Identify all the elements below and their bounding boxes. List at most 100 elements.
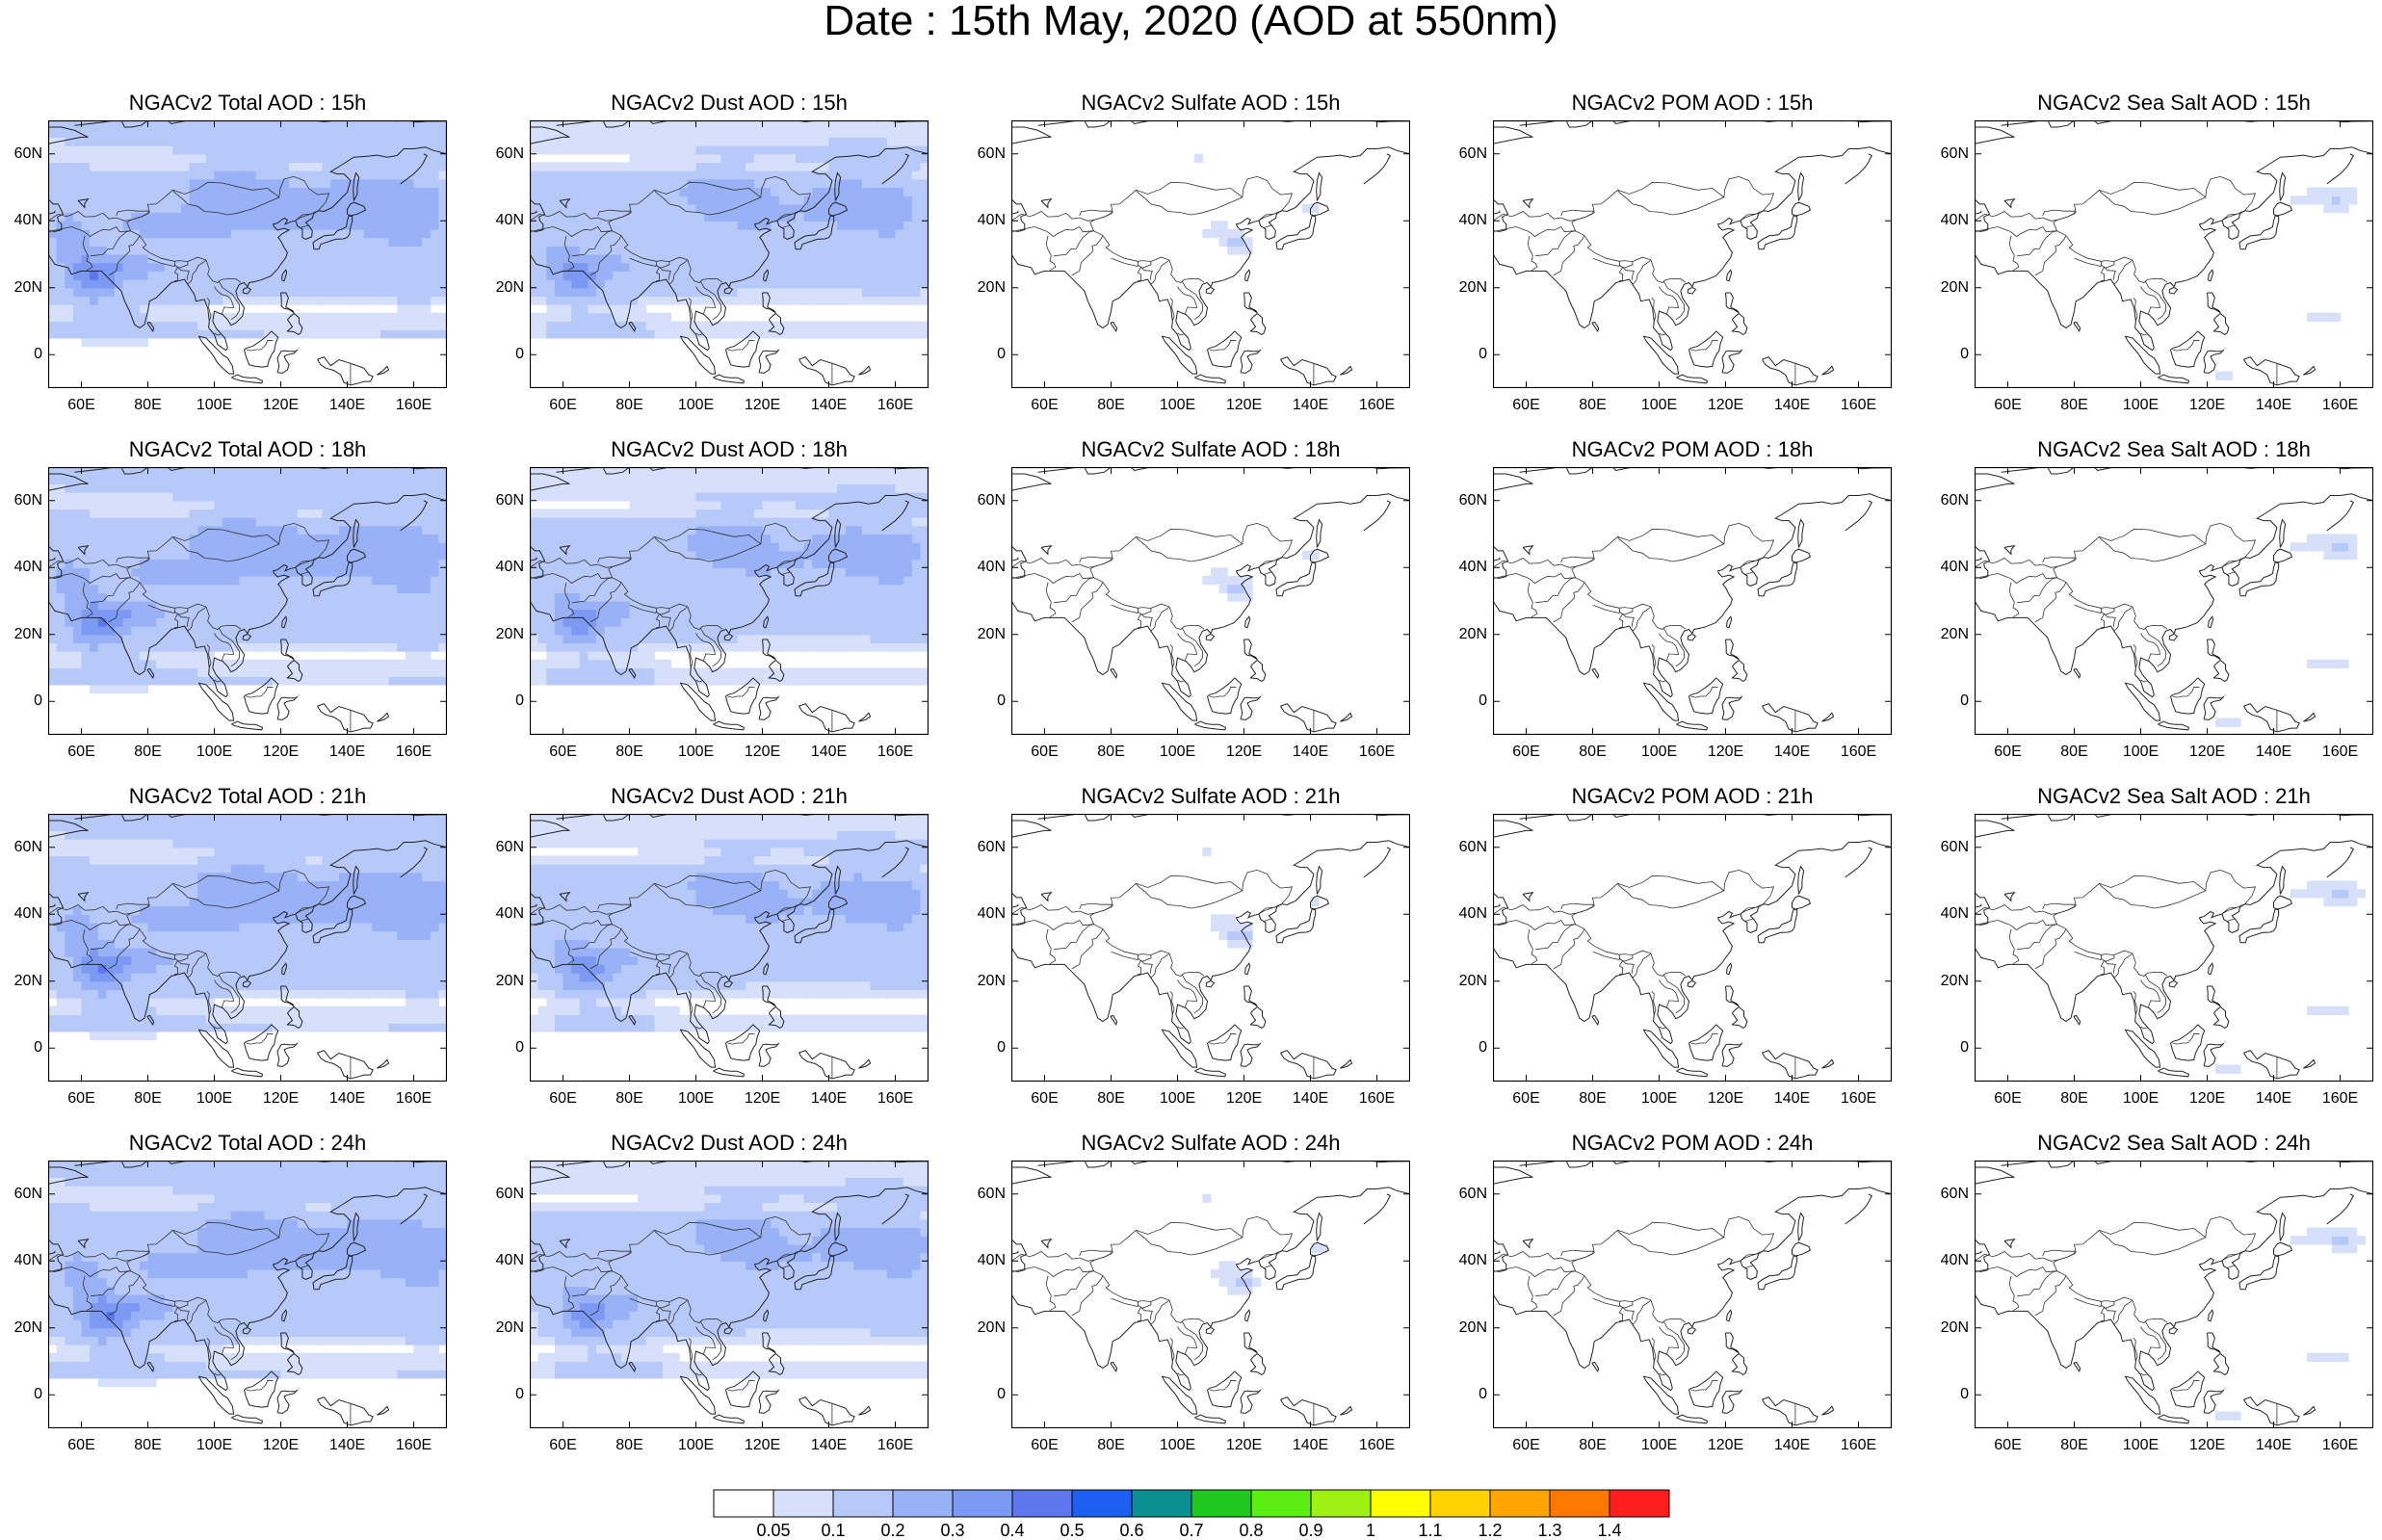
x-tick-label: 80E: [1087, 398, 1136, 413]
colorbar-swatch: [1191, 1490, 1251, 1517]
colorbar-swatch: [714, 1490, 773, 1517]
aod-field: [1202, 848, 1319, 949]
y-tick-label: 20N: [1449, 974, 1487, 989]
x-tick-label: 140E: [805, 1438, 853, 1453]
x-tick-label: 120E: [1220, 398, 1269, 413]
x-tick-label: 80E: [1569, 398, 1617, 413]
y-tick-label: 40N: [1449, 213, 1487, 228]
x-tick-label: 60E: [539, 1091, 588, 1107]
colorbar-label: 0.7: [1167, 1522, 1216, 1539]
x-tick-label: 140E: [324, 744, 372, 760]
colorbar-label: 0.5: [1048, 1522, 1096, 1539]
y-tick-label: 0: [1449, 1387, 1487, 1402]
x-tick-label: 140E: [2250, 398, 2298, 413]
x-tick-label: 140E: [1287, 1091, 1335, 1107]
x-tick-label: 100E: [672, 398, 720, 413]
colorbar-swatch: [1072, 1490, 1132, 1517]
x-tick-label: 160E: [1835, 1091, 1883, 1107]
x-tick-label: 60E: [1021, 1438, 1069, 1453]
x-tick-label: 80E: [606, 1438, 654, 1453]
x-tick-label: 120E: [2184, 398, 2232, 413]
map-panel-pom-21h: [1493, 814, 1892, 1082]
x-tick-label: 120E: [1220, 744, 1269, 760]
x-tick-label: 140E: [1768, 1438, 1817, 1453]
y-tick-label: 0: [485, 347, 524, 362]
colorbar-swatch: [1490, 1490, 1550, 1517]
x-tick-label: 60E: [1984, 1091, 2032, 1107]
map-panel-pom-15h: [1493, 120, 1892, 388]
x-tick-label: 120E: [739, 744, 787, 760]
x-tick-label: 160E: [390, 398, 438, 413]
x-tick-label: 60E: [1503, 1438, 1551, 1453]
x-tick-label: 120E: [257, 398, 305, 413]
colorbar-label: 1.4: [1585, 1522, 1634, 1539]
panel-title: NGACv2 Total AOD : 24h: [45, 1132, 450, 1155]
y-tick-label: 60N: [485, 840, 524, 855]
x-tick-label: 120E: [1220, 1438, 1269, 1453]
x-tick-label: 60E: [1984, 398, 2032, 413]
x-tick-label: 140E: [805, 744, 853, 760]
y-tick-label: 60N: [967, 493, 1006, 509]
y-tick-label: 40N: [967, 560, 1006, 575]
aod-field: [2215, 188, 2357, 380]
x-tick-label: 120E: [1220, 1091, 1269, 1107]
x-tick-label: 80E: [124, 398, 172, 413]
x-tick-label: 160E: [2317, 398, 2365, 413]
x-tick-label: 60E: [1503, 398, 1551, 413]
aod-field: [530, 814, 929, 1032]
x-tick-label: 100E: [2117, 1438, 2165, 1453]
x-tick-label: 120E: [257, 1438, 305, 1453]
x-tick-label: 80E: [2051, 744, 2099, 760]
x-tick-label: 120E: [2184, 744, 2232, 760]
y-tick-label: 60N: [1930, 146, 1969, 162]
map-panel-sulfate-21h: [1011, 814, 1410, 1082]
x-tick-label: 160E: [390, 1438, 438, 1453]
map-panel-dust-24h: [530, 1161, 929, 1428]
panel-title: NGACv2 POM AOD : 21h: [1490, 785, 1895, 808]
map-panel-seasalt-15h: [1975, 120, 2373, 388]
colorbar-label: 0.4: [988, 1522, 1036, 1539]
panel-title: NGACv2 Total AOD : 21h: [45, 785, 450, 808]
y-tick-label: 60N: [4, 146, 42, 162]
y-tick-label: 20N: [485, 1320, 524, 1336]
colorbar-label: 0.9: [1287, 1522, 1335, 1539]
y-tick-label: 0: [1930, 347, 1969, 362]
x-tick-label: 100E: [191, 744, 239, 760]
y-tick-label: 60N: [4, 493, 42, 509]
y-tick-label: 0: [4, 1387, 42, 1402]
panel-title: NGACv2 Total AOD : 18h: [45, 438, 450, 461]
colorbar-swatch: [1430, 1490, 1490, 1517]
x-tick-label: 140E: [1287, 398, 1335, 413]
y-tick-label: 0: [485, 1387, 524, 1402]
colorbar-label: 0.05: [749, 1522, 798, 1539]
x-tick-label: 100E: [191, 1091, 239, 1107]
aod-field: [1194, 154, 1320, 255]
map-panel-total-21h: [48, 814, 447, 1082]
y-tick-label: 60N: [4, 1187, 42, 1202]
map-panel-dust-15h: [530, 120, 929, 388]
x-tick-label: 80E: [606, 1091, 654, 1107]
colorbar-swatches: [713, 1489, 1670, 1518]
colorbar-swatch: [1251, 1490, 1311, 1517]
y-tick-label: 60N: [967, 840, 1006, 855]
x-tick-label: 120E: [257, 744, 305, 760]
x-tick-label: 60E: [539, 1438, 588, 1453]
y-tick-label: 60N: [1449, 1187, 1487, 1202]
x-tick-label: 80E: [1569, 744, 1617, 760]
y-tick-label: 0: [967, 693, 1006, 709]
y-tick-label: 0: [4, 347, 42, 362]
y-tick-label: 20N: [967, 280, 1006, 296]
x-tick-label: 160E: [2317, 1438, 2365, 1453]
aod-field: [530, 467, 929, 686]
x-tick-label: 100E: [1636, 398, 1684, 413]
y-tick-label: 20N: [967, 627, 1006, 642]
x-tick-label: 100E: [1154, 1091, 1202, 1107]
x-tick-label: 120E: [1702, 398, 1750, 413]
panel-title: NGACv2 Total AOD : 15h: [45, 91, 450, 115]
x-tick-label: 160E: [872, 398, 920, 413]
x-tick-label: 140E: [324, 1438, 372, 1453]
x-tick-label: 120E: [2184, 1438, 2232, 1453]
y-tick-label: 0: [967, 1040, 1006, 1056]
x-tick-label: 60E: [1021, 1091, 1069, 1107]
